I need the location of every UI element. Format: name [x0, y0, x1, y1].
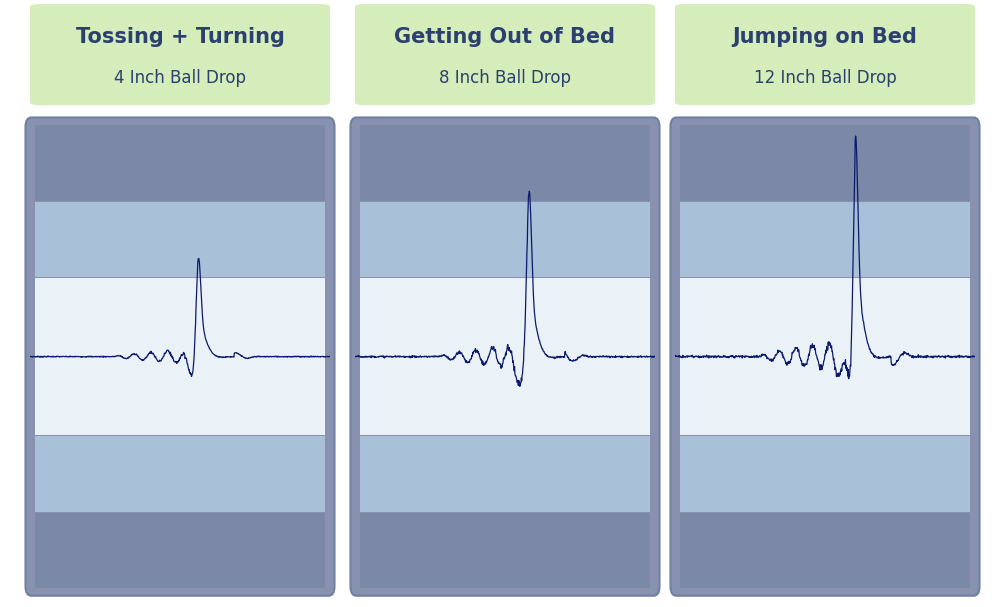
Text: 8 Inch Ball Drop: 8 Inch Ball Drop — [439, 69, 571, 87]
FancyBboxPatch shape — [670, 118, 980, 595]
Bar — [680, 436, 970, 512]
Text: Getting Out of Bed: Getting Out of Bed — [394, 27, 616, 47]
Bar — [360, 125, 650, 200]
Text: Tossing + Turning: Tossing + Turning — [76, 27, 284, 47]
FancyBboxPatch shape — [355, 4, 655, 105]
Bar — [680, 513, 970, 588]
Bar — [35, 513, 325, 588]
Bar — [360, 436, 650, 512]
FancyBboxPatch shape — [351, 118, 660, 595]
Bar — [35, 278, 325, 435]
Text: 4 Inch Ball Drop: 4 Inch Ball Drop — [114, 69, 246, 87]
Text: 12 Inch Ball Drop: 12 Inch Ball Drop — [754, 69, 896, 87]
FancyBboxPatch shape — [30, 4, 330, 105]
Text: Jumping on Bed: Jumping on Bed — [733, 27, 917, 47]
Bar — [35, 436, 325, 512]
Bar — [35, 202, 325, 277]
FancyBboxPatch shape — [26, 118, 334, 595]
Bar — [360, 278, 650, 435]
Bar — [680, 278, 970, 435]
Bar — [35, 125, 325, 200]
Bar — [680, 125, 970, 200]
FancyBboxPatch shape — [675, 4, 975, 105]
Bar — [360, 202, 650, 277]
Bar — [360, 513, 650, 588]
Bar — [680, 202, 970, 277]
